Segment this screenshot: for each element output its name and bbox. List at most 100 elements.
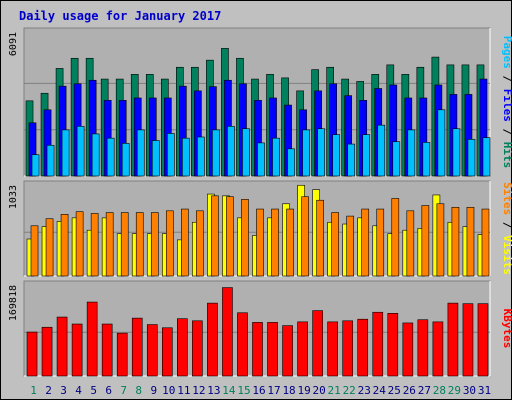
- bar-kbytes: [402, 322, 414, 377]
- x-tick-label: 10: [162, 384, 175, 397]
- bar-sites: [361, 208, 370, 277]
- bar-sites: [75, 211, 84, 277]
- y-max-label: 169818: [8, 285, 19, 321]
- bar-pages: [317, 128, 325, 177]
- bar-sites: [211, 195, 219, 277]
- bar-kbytes: [387, 313, 399, 377]
- legend-part: /: [501, 122, 512, 142]
- legend-part: KBytes: [501, 309, 512, 349]
- bar-sites: [481, 208, 490, 277]
- bar-sites: [226, 196, 234, 277]
- x-tick-label: 28: [433, 384, 446, 397]
- bar-kbytes: [116, 332, 128, 377]
- bar-pages: [227, 126, 235, 177]
- bar-kbytes: [192, 320, 203, 377]
- bar-sites: [271, 208, 279, 277]
- bar-sites: [30, 225, 39, 277]
- x-tick-label: 6: [105, 384, 112, 397]
- bar-pages: [121, 143, 130, 177]
- x-tick-label: 1: [30, 384, 37, 397]
- bar-kbytes: [297, 321, 308, 377]
- bar-kbytes: [327, 321, 338, 377]
- bar-sites: [331, 212, 339, 277]
- bar-sites: [45, 218, 54, 277]
- bar-pages: [332, 134, 340, 177]
- bar-sites: [436, 203, 445, 277]
- x-tick-label: 7: [120, 384, 127, 397]
- bar-kbytes: [207, 302, 218, 377]
- bar-sites: [196, 210, 204, 277]
- bar-pages: [182, 137, 190, 177]
- bar-pages: [302, 129, 310, 177]
- legend-part: Hits: [501, 142, 512, 169]
- y-max-label: 6091: [8, 32, 19, 56]
- chart-panel-hits-files-pages: 6091 Pages / Files / Hits: [8, 27, 512, 177]
- legend-part: Pages: [501, 36, 512, 69]
- bar-pages: [347, 143, 356, 177]
- x-tick-label: 12: [192, 384, 205, 397]
- bar-pages: [377, 124, 386, 177]
- chart-panel-kbytes: 169818 KBytes: [8, 280, 512, 377]
- legend-part: Visits: [501, 235, 512, 275]
- bar-pages: [437, 109, 446, 177]
- bar-kbytes: [267, 322, 278, 377]
- series-legend-label: KBytes: [501, 309, 512, 349]
- bar-pages: [46, 144, 55, 177]
- bar-pages: [61, 129, 70, 177]
- bar-pages: [242, 128, 250, 177]
- bar-pages: [392, 141, 401, 177]
- legend-part: /: [501, 215, 512, 235]
- x-tick-label: 20: [313, 384, 326, 397]
- bar-kbytes: [372, 311, 384, 377]
- bar-pages: [197, 136, 205, 177]
- bar-sites: [120, 212, 129, 277]
- bar-kbytes: [86, 301, 98, 377]
- bar-kbytes: [462, 303, 474, 377]
- bar-pages: [407, 129, 416, 177]
- x-tick-label: 22: [343, 384, 356, 397]
- x-tick-label: 5: [90, 384, 97, 397]
- legend-part: Files: [501, 89, 512, 122]
- bar-pages: [452, 128, 461, 177]
- bar-kbytes: [56, 316, 68, 377]
- bar-kbytes: [146, 324, 158, 377]
- bar-pages: [76, 126, 85, 177]
- bar-sites: [105, 212, 114, 277]
- series-legend-label: Sites / Visits: [501, 182, 512, 275]
- x-tick-label: 23: [358, 384, 371, 397]
- x-tick-label: 17: [267, 384, 280, 397]
- bar-pages: [287, 148, 295, 177]
- bar-sites: [346, 215, 355, 277]
- x-tick-label: 25: [388, 384, 401, 397]
- x-tick-label: 3: [60, 384, 67, 397]
- legend-part: Sites: [501, 182, 512, 215]
- bar-kbytes: [417, 319, 429, 377]
- legend-part: /: [501, 69, 512, 89]
- bar-kbytes: [357, 318, 369, 377]
- y-max-label: 1033: [8, 185, 19, 209]
- bar-sites: [60, 214, 69, 277]
- bar-sites: [316, 199, 324, 277]
- bar-kbytes: [71, 323, 83, 377]
- x-tick-label: 18: [282, 384, 295, 397]
- x-tick-label: 19: [297, 384, 310, 397]
- bar-sites: [376, 208, 385, 277]
- bar-pages: [91, 133, 100, 177]
- bar-kbytes: [101, 323, 113, 377]
- x-tick-label: 27: [418, 384, 431, 397]
- bar-sites: [286, 208, 294, 277]
- bar-sites: [90, 213, 99, 277]
- series-legend-label: Pages / Files / Hits: [501, 36, 512, 169]
- bar-sites: [181, 208, 189, 277]
- bar-kbytes: [26, 331, 38, 377]
- bar-kbytes: [282, 325, 293, 377]
- bar-pages: [106, 137, 115, 177]
- x-tick-label: 21: [328, 384, 341, 397]
- bar-kbytes: [41, 326, 53, 377]
- bar-pages: [31, 154, 40, 177]
- bar-kbytes: [237, 312, 248, 377]
- bar-pages: [257, 142, 265, 177]
- x-tick-label: 24: [373, 384, 387, 397]
- bar-kbytes: [432, 321, 444, 377]
